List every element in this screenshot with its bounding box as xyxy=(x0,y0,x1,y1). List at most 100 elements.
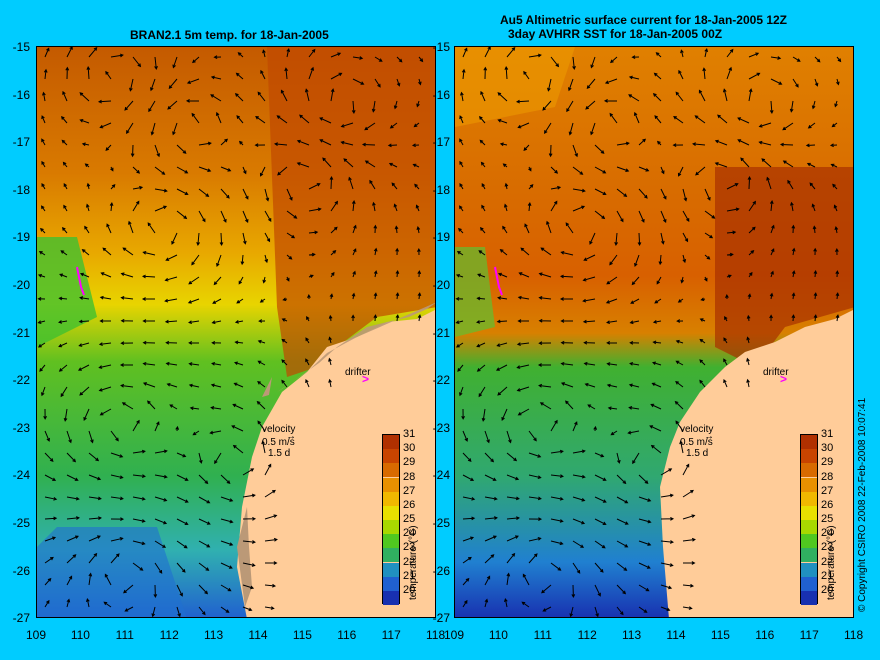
current-vector xyxy=(791,314,796,322)
colorbar-tick-label: 28 xyxy=(403,470,416,483)
right-colorbar-title: temperature (°C) xyxy=(826,525,837,600)
right-drifter-label: drifter xyxy=(763,367,789,378)
current-vector xyxy=(418,56,424,63)
current-vector xyxy=(590,122,596,136)
left-colorbar-title: temperature (°C) xyxy=(408,525,419,600)
colorbar-tick-label: 24 xyxy=(403,527,416,540)
current-vector xyxy=(484,575,491,586)
current-vector xyxy=(506,552,516,564)
current-vector xyxy=(747,293,752,300)
current-vector xyxy=(41,115,46,124)
current-vector xyxy=(100,272,112,278)
current-vector xyxy=(196,232,200,246)
current-vector xyxy=(44,496,58,501)
current-vector xyxy=(132,496,146,501)
current-vector xyxy=(220,540,234,546)
current-vector xyxy=(633,111,640,124)
current-vector xyxy=(660,493,674,498)
current-vector xyxy=(606,341,618,345)
current-vector xyxy=(560,382,574,388)
current-vector xyxy=(165,361,178,366)
current-vector xyxy=(506,572,511,586)
current-vector xyxy=(704,276,708,282)
current-vector xyxy=(164,298,178,303)
current-vector xyxy=(58,320,68,324)
current-vector xyxy=(328,378,332,388)
y-tick-label: -19 xyxy=(12,230,30,245)
current-vector xyxy=(42,91,46,102)
current-vector xyxy=(660,540,674,544)
colorbar-tick-label: 20 xyxy=(821,583,834,596)
right-velocity-duration: 1.5 d xyxy=(686,448,709,459)
current-vector xyxy=(770,224,775,234)
current-vector xyxy=(547,78,552,92)
current-vector xyxy=(210,406,222,410)
right-map-panel xyxy=(454,46,854,618)
current-vector xyxy=(585,100,596,110)
current-vector xyxy=(594,584,601,597)
current-vector xyxy=(88,452,100,462)
current-vector xyxy=(242,188,249,200)
left-colorbar xyxy=(382,434,400,605)
colorbar-tick-label: 30 xyxy=(403,442,416,455)
colorbar-swatch xyxy=(801,435,817,450)
current-vector xyxy=(132,518,146,523)
colorbar-tick-label: 22 xyxy=(821,555,834,568)
current-vector xyxy=(480,90,486,102)
current-vector xyxy=(188,362,200,366)
current-vector xyxy=(277,166,288,176)
current-vector xyxy=(176,474,189,481)
current-vector xyxy=(791,224,796,234)
current-vector xyxy=(455,342,464,348)
current-vector xyxy=(154,205,168,212)
colorbar-tick-label: 25 xyxy=(821,513,834,525)
current-vector xyxy=(698,89,706,102)
current-vector xyxy=(594,474,607,481)
current-vector xyxy=(84,225,90,234)
current-vector xyxy=(634,254,640,268)
current-vector xyxy=(286,210,298,219)
x-tick-label: 114 xyxy=(248,628,268,642)
current-vector xyxy=(154,562,163,574)
current-vector xyxy=(233,361,244,366)
current-vector xyxy=(572,56,576,70)
current-vector xyxy=(638,584,650,592)
current-vector xyxy=(609,112,618,124)
current-vector xyxy=(79,386,90,396)
current-vector xyxy=(458,205,464,212)
current-vector xyxy=(61,139,68,146)
current-vector xyxy=(361,142,376,147)
current-vector xyxy=(166,382,178,388)
current-vector xyxy=(44,536,57,542)
current-vector xyxy=(677,166,684,177)
current-vector xyxy=(242,166,247,175)
x-tick-label: 116 xyxy=(337,628,357,642)
current-vector xyxy=(484,452,495,463)
current-vector xyxy=(81,142,90,147)
current-vector xyxy=(154,421,160,432)
current-vector xyxy=(308,274,314,279)
current-vector xyxy=(44,556,54,564)
current-vector xyxy=(770,248,775,256)
y-tick-label: -15 xyxy=(12,40,30,54)
current-vector xyxy=(364,160,376,168)
current-vector xyxy=(628,383,640,388)
current-vector xyxy=(607,406,618,411)
current-vector xyxy=(748,72,761,80)
current-vector xyxy=(582,276,596,282)
current-vector xyxy=(572,449,586,454)
current-vector xyxy=(586,78,596,90)
current-vector xyxy=(44,599,50,608)
current-vector xyxy=(766,176,772,190)
current-vector xyxy=(257,339,266,344)
current-vector xyxy=(276,115,288,124)
current-vector xyxy=(255,115,266,124)
current-vector xyxy=(550,200,558,212)
x-tick-label: 111 xyxy=(533,628,552,642)
current-vector xyxy=(274,142,288,146)
current-vector xyxy=(306,315,310,322)
current-vector xyxy=(606,362,618,366)
current-vector xyxy=(539,402,552,410)
current-vector xyxy=(550,562,562,571)
current-vector xyxy=(142,319,156,323)
